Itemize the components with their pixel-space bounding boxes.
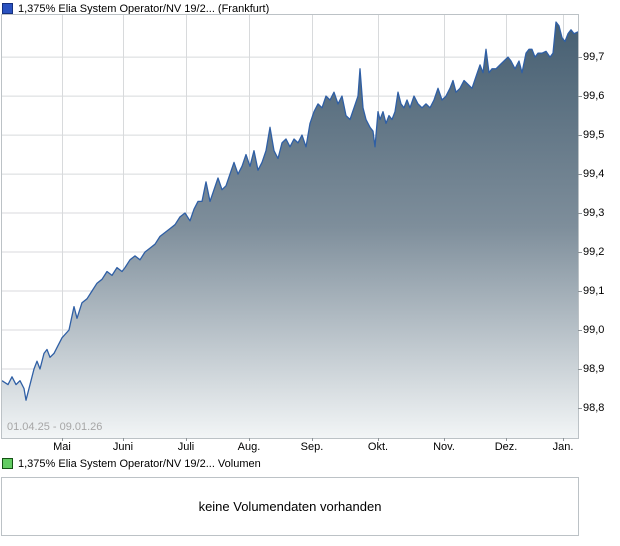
- x-tick-label: Jan.: [552, 441, 574, 453]
- y-tick-label: 99,3: [583, 207, 605, 220]
- y-tick-label: 98,8: [583, 401, 605, 414]
- no-volume-data-message: keine Volumendaten vorhanden: [198, 499, 382, 514]
- price-plot-svg: [2, 15, 578, 438]
- y-tick-mark: [578, 291, 582, 293]
- x-tick-mark: [186, 438, 187, 441]
- y-tick-label: 99,7: [583, 51, 605, 64]
- price-area-fill: [2, 22, 578, 438]
- x-tick-label: Okt.: [367, 441, 389, 453]
- y-tick-mark: [578, 96, 582, 98]
- y-tick-mark: [578, 407, 582, 409]
- date-range-label: 01.04.25 - 09.01.26: [7, 421, 103, 433]
- price-plot-area[interactable]: [1, 14, 579, 439]
- x-tick-label: Aug.: [237, 441, 261, 453]
- y-tick-mark: [578, 213, 582, 215]
- y-tick-mark: [578, 368, 582, 370]
- volume-plot-area: keine Volumendaten vorhanden: [1, 477, 579, 536]
- price-line: [2, 21, 578, 401]
- volume-series-label: 1,375% Elia System Operator/NV 19/2... V…: [18, 457, 261, 470]
- y-tick-label: 99,2: [583, 246, 605, 259]
- x-tick-label: Dez.: [494, 441, 518, 453]
- x-tick-mark: [506, 438, 507, 441]
- x-tick-label: Mai: [53, 441, 71, 453]
- y-tick-mark: [578, 57, 582, 59]
- volume-series-marker-icon: [2, 458, 13, 469]
- x-tick-label: Sep.: [300, 441, 324, 453]
- x-tick-label: Juni: [112, 441, 134, 453]
- x-tick-mark: [123, 438, 124, 441]
- x-tick-label: Juli: [177, 441, 195, 453]
- y-tick-mark: [578, 135, 582, 137]
- y-tick-label: 99,6: [583, 90, 605, 103]
- y-tick-mark: [578, 174, 582, 176]
- x-tick-label: Nov.: [433, 441, 455, 453]
- x-tick-mark: [312, 438, 313, 441]
- x-tick-mark: [62, 438, 63, 441]
- y-tick-label: 99,4: [583, 168, 605, 181]
- x-tick-mark: [249, 438, 250, 441]
- x-tick-mark: [444, 438, 445, 441]
- y-tick-label: 98,9: [583, 362, 605, 375]
- volume-chart-legend: 1,375% Elia System Operator/NV 19/2... V…: [2, 457, 261, 470]
- x-tick-mark: [563, 438, 564, 441]
- y-tick-mark: [578, 330, 582, 331]
- price-series-label: 1,375% Elia System Operator/NV 19/2... (…: [18, 2, 270, 15]
- y-tick-label: 99,0: [583, 324, 605, 336]
- x-tick-mark: [378, 438, 379, 441]
- y-tick-label: 99,5: [583, 129, 605, 142]
- price-chart-legend: 1,375% Elia System Operator/NV 19/2... (…: [2, 2, 269, 15]
- price-series-marker-icon: [2, 3, 13, 14]
- y-tick-label: 99,1: [583, 285, 605, 298]
- y-tick-mark: [578, 252, 582, 254]
